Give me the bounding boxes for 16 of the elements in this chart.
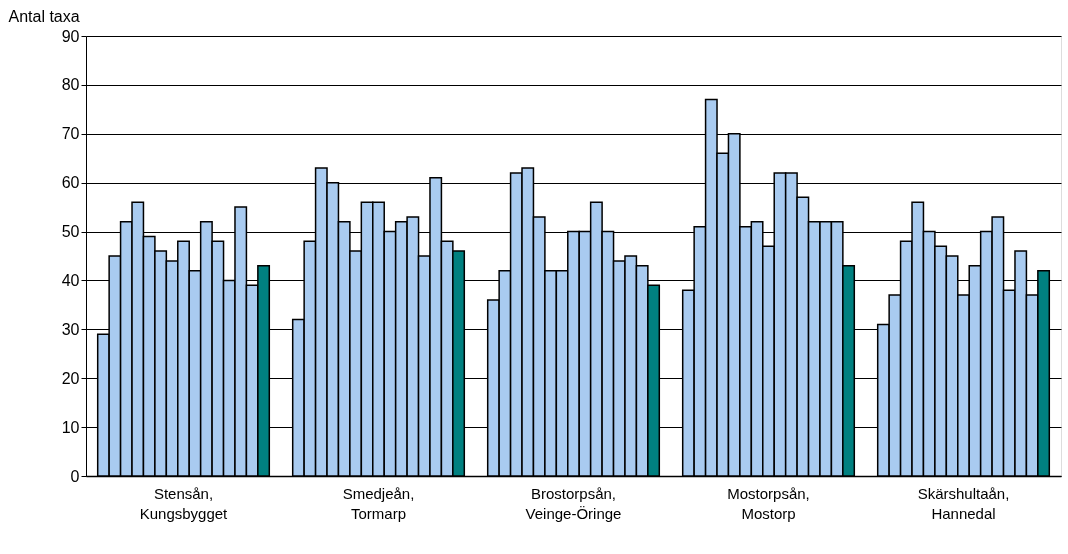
- x-tick-label: Brostorpsån, Veinge-Öringe: [525, 484, 622, 522]
- y-tick-label: 60: [61, 174, 80, 192]
- y-tick-label: 30: [61, 320, 80, 338]
- y-axis-title: Antal taxa: [8, 7, 80, 25]
- x-tick-label: Stensån, Kungsbygget: [139, 484, 229, 522]
- y-tick-label: 70: [61, 125, 80, 143]
- x-tick-label: Mostorpsån, Mostorp: [727, 484, 810, 522]
- y-tick-label: 10: [61, 418, 80, 436]
- y-tick-label: 40: [61, 271, 80, 289]
- y-tick-label: 80: [61, 76, 80, 94]
- x-tick-label: Smedjeån, Tormarp: [342, 484, 415, 522]
- x-tick-label: Skärshultaån, Hannedal: [917, 484, 1010, 522]
- y-tick-label: 90: [61, 27, 80, 45]
- y-tick-label: 20: [61, 369, 80, 387]
- y-tick-label: 0: [70, 467, 80, 485]
- y-tick-label: 50: [61, 223, 80, 241]
